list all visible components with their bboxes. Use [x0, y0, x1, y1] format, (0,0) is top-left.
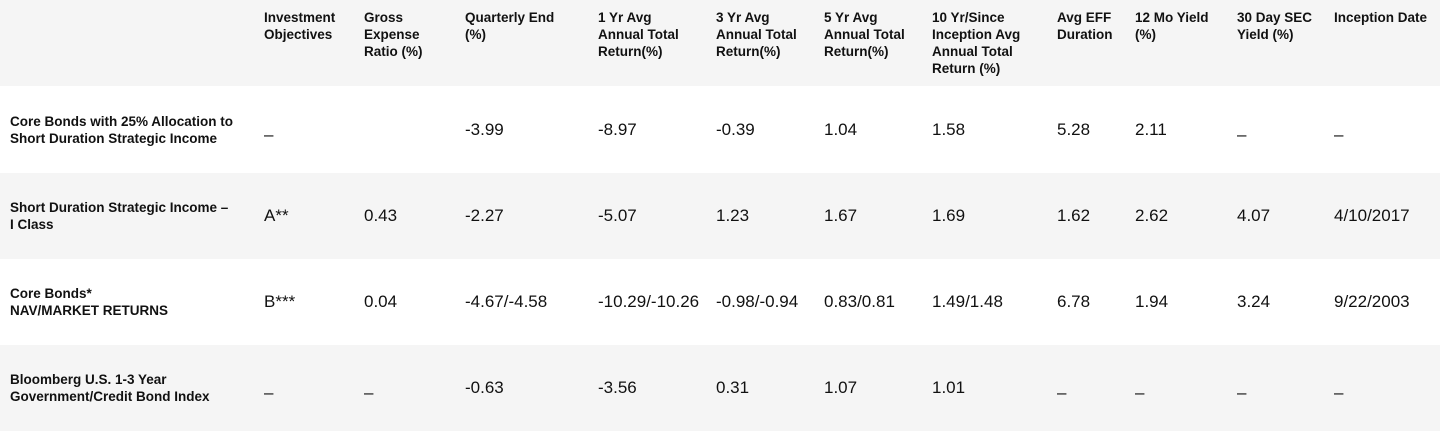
12mo-yield: – [1135, 383, 1145, 402]
fund-name: Bloomberg U.S. 1-3 Year Government/Credi… [10, 372, 210, 404]
12mo-yield: 2.62 [1135, 206, 1169, 225]
5yr-return: 1.67 [824, 206, 858, 225]
gross-expense-ratio: 0.43 [364, 206, 398, 225]
investment-objective: – [264, 124, 274, 144]
1yr-return: -8.97 [598, 119, 637, 139]
1yr-return: -3.56 [598, 378, 637, 397]
30day-sec-yield: 4.07 [1237, 206, 1271, 225]
30day-sec-yield: 3.24 [1237, 292, 1271, 311]
12mo-yield: 1.94 [1135, 292, 1169, 311]
30day-sec-yield: – [1237, 124, 1247, 144]
investment-objective: A** [264, 206, 289, 225]
header-fund-name [0, 0, 254, 86]
10yr-return: 1.69 [932, 206, 966, 225]
header-investment-objectives: Investment Objectives [264, 10, 336, 42]
header-inception-date: Inception Date [1334, 10, 1428, 25]
avg-eff-duration: 1.62 [1057, 206, 1091, 225]
5yr-return: 1.04 [824, 119, 858, 139]
header-avg-eff-duration: Avg EFF Duration [1057, 10, 1113, 42]
inception-date: 9/22/2003 [1334, 292, 1410, 311]
10yr-return: 1.49/1.48 [932, 292, 1003, 311]
table-row: Short Duration Strategic Income – I Clas… [0, 173, 1440, 259]
inception-date: – [1334, 383, 1344, 402]
gross-expense-ratio: 0.04 [364, 292, 398, 311]
avg-eff-duration: 5.28 [1057, 119, 1091, 139]
gross-expense-ratio [354, 86, 455, 173]
1yr-return: -5.07 [598, 206, 637, 225]
fund-name: Core Bonds* NAV/MARKET RETURNS [10, 286, 168, 318]
10yr-return: 1.01 [932, 378, 966, 397]
header-gross-expense-ratio: Gross Expense Ratio (%) [364, 10, 423, 59]
fund-name: Core Bonds with 25% Allocation to Short … [10, 113, 234, 146]
header-quarterly-end: Quarterly End (%) [465, 10, 555, 42]
5yr-return: 0.83/0.81 [824, 292, 895, 311]
inception-date: – [1334, 124, 1344, 144]
header-12mo-yield: 12 Mo Yield (%) [1135, 10, 1209, 42]
12mo-yield: 2.11 [1135, 119, 1167, 139]
table-row: Core Bonds* NAV/MARKET RETURNS B*** 0.04… [0, 259, 1440, 345]
3yr-return: 0.31 [716, 378, 750, 397]
header-5yr-return: 5 Yr Avg Annual Total Return(%) [824, 10, 905, 59]
header-10yr-return: 10 Yr/Since Inception Avg Annual Total R… [932, 10, 1021, 76]
30day-sec-yield: – [1237, 383, 1247, 402]
avg-eff-duration: – [1057, 383, 1067, 402]
3yr-return: -0.98/-0.94 [716, 292, 799, 311]
5yr-return: 1.07 [824, 378, 858, 397]
header-1yr-return: 1 Yr Avg Annual Total Return(%) [598, 10, 679, 59]
1yr-return: -10.29/-10.26 [598, 292, 700, 311]
table-row: Core Bonds with 25% Allocation to Short … [0, 86, 1440, 173]
table-row: Bloomberg U.S. 1-3 Year Government/Credi… [0, 345, 1440, 431]
header-3yr-return: 3 Yr Avg Annual Total Return(%) [716, 10, 797, 59]
quarterly-end: -0.63 [465, 378, 504, 397]
avg-eff-duration: 6.78 [1057, 292, 1091, 311]
3yr-return: -0.39 [716, 119, 755, 139]
quarterly-end: -2.27 [465, 206, 504, 225]
quarterly-end: -3.99 [465, 119, 504, 139]
gross-expense-ratio: – [364, 383, 374, 402]
fund-name: Short Duration Strategic Income – I Clas… [10, 200, 229, 232]
3yr-return: 1.23 [716, 206, 750, 225]
header-30day-sec-yield: 30 Day SEC Yield (%) [1237, 10, 1313, 42]
investment-objective: – [264, 383, 274, 402]
quarterly-end: -4.67/-4.58 [465, 292, 548, 311]
header-row: Investment Objectives Gross Expense Rati… [0, 0, 1440, 86]
inception-date: 4/10/2017 [1334, 206, 1410, 225]
10yr-return: 1.58 [932, 119, 966, 139]
investment-objective: B*** [264, 292, 296, 311]
